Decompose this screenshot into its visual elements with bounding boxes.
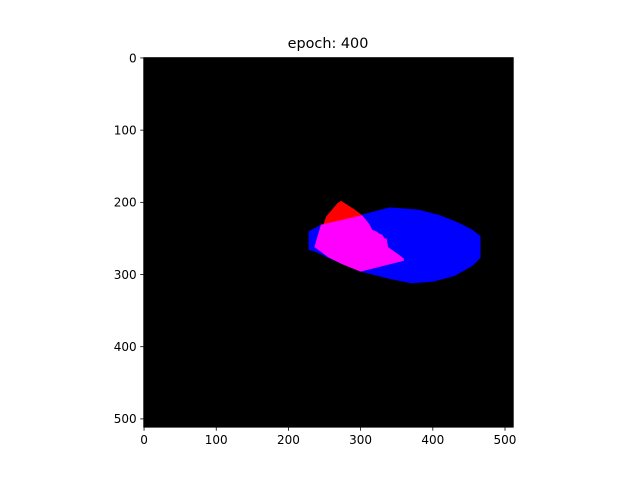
y-tick-label: 500 (114, 412, 137, 426)
x-tick-label: 300 (349, 433, 372, 447)
plot-area (143, 57, 514, 428)
segmentation-regions (308, 200, 481, 284)
x-tick-label: 200 (277, 433, 300, 447)
x-tick-label: 500 (494, 433, 517, 447)
x-axis: 0 100 200 300 400 500 (140, 427, 516, 447)
y-tick-label: 200 (114, 196, 137, 210)
region-ground-truth-only (322, 200, 363, 228)
y-tick-label: 300 (114, 268, 137, 282)
region-overlap (314, 215, 404, 272)
y-tick-label: 400 (114, 340, 137, 354)
y-tick-label: 0 (129, 51, 137, 65)
chart-title: epoch: 400 (288, 36, 369, 52)
y-tick-label: 100 (114, 123, 137, 137)
axes-frame (143, 57, 514, 428)
x-tick-label: 100 (205, 433, 228, 447)
y-axis: 0 100 200 300 400 500 (114, 51, 144, 426)
x-tick-label: 400 (421, 433, 444, 447)
x-tick-label: 0 (140, 433, 148, 447)
